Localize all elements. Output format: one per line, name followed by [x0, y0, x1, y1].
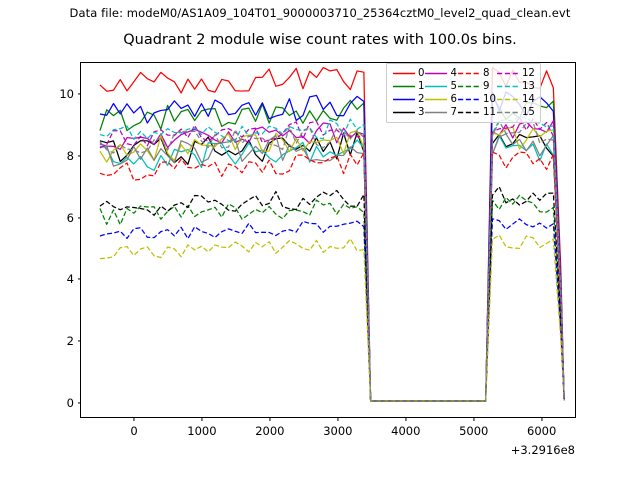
y-tick-label: 8 [66, 148, 74, 163]
legend-color-swatch-13 [496, 80, 522, 93]
y-tick-mark [77, 216, 81, 219]
legend-color-swatch-2 [392, 93, 418, 106]
legend-label-5[interactable]: 5 [450, 81, 457, 92]
legend-row: 1 5 9 13 [392, 80, 535, 93]
legend-color-swatch-6 [424, 93, 450, 106]
legend-label-4[interactable]: 4 [450, 68, 457, 79]
x-tick-label: 4000 [391, 424, 421, 438]
legend-row: 0 4 8 12 [392, 67, 535, 80]
legend-label-9[interactable]: 9 [482, 81, 490, 92]
x-tick-label: 2000 [255, 424, 285, 438]
y-tick-mark [77, 93, 81, 95]
x-tick-label: 1000 [187, 424, 217, 438]
series-line-4 [99, 120, 565, 402]
legend-label-11[interactable]: 11 [482, 107, 496, 118]
x-tick-label: 3000 [323, 424, 353, 438]
legend-label-6[interactable]: 6 [450, 94, 457, 105]
x-axis-offset-text: +3.2916e8 [510, 443, 575, 457]
legend-color-swatch-0 [392, 67, 418, 80]
legend-label-8[interactable]: 8 [482, 68, 490, 79]
y-tick-label: 10 [59, 86, 74, 101]
legend-color-swatch-8 [457, 67, 483, 80]
legend-label-1[interactable]: 1 [418, 81, 425, 92]
legend-label-14[interactable]: 14 [521, 94, 535, 105]
legend-color-swatch-10 [457, 93, 483, 106]
x-tick-mark [201, 417, 203, 421]
legend-label-7[interactable]: 7 [450, 107, 457, 118]
series-line-1 [99, 96, 565, 402]
legend-color-swatch-12 [496, 67, 522, 80]
legend-color-swatch-14 [496, 93, 522, 106]
series-plot-area [99, 66, 565, 402]
legend-color-swatch-7 [424, 106, 450, 119]
x-tick-mark [405, 417, 407, 421]
x-tick-mark [337, 417, 339, 421]
page-title: Quadrant 2 module wise count rates with … [123, 32, 517, 48]
series-line-5 [99, 135, 565, 402]
series-line-9 [99, 194, 565, 402]
legend-label-13[interactable]: 13 [521, 81, 535, 92]
legend-label-3[interactable]: 3 [418, 107, 425, 118]
x-tick-mark [541, 417, 543, 421]
legend-table: 0 4 8 12 1 5 9 13 2 6 10 14 3 7 11 15 [392, 67, 535, 119]
y-tick-mark [77, 340, 81, 342]
y-tick-label: 0 [66, 395, 74, 410]
legend-color-swatch-11 [457, 106, 483, 119]
legend-color-swatch-4 [424, 67, 450, 80]
legend-row: 2 6 10 14 [392, 93, 535, 106]
legend-label-15[interactable]: 15 [521, 107, 535, 118]
series-line-6 [99, 126, 565, 402]
y-tick-mark [77, 155, 81, 157]
legend-label-10[interactable]: 10 [482, 94, 496, 105]
legend-color-swatch-5 [424, 80, 450, 93]
y-tick-label: 2 [66, 334, 74, 349]
x-tick-label: 0 [130, 424, 138, 438]
series-line-3 [99, 131, 565, 402]
series-line-10 [99, 218, 565, 402]
series-line-11 [99, 186, 565, 402]
legend-row: 3 7 11 15 [392, 106, 535, 119]
x-tick-mark [133, 417, 135, 421]
y-tick-mark [77, 402, 81, 404]
x-tick-label: 5000 [459, 424, 489, 438]
y-tick-mark [77, 278, 81, 280]
series-line-14 [99, 234, 565, 402]
series-line-7 [99, 133, 565, 402]
series-legend[interactable]: 0 4 8 12 1 5 9 13 2 6 10 14 3 7 11 15 [386, 63, 541, 123]
legend-color-swatch-3 [392, 106, 418, 119]
legend-color-swatch-15 [496, 106, 522, 119]
y-tick-label: 4 [66, 272, 74, 287]
legend-label-2[interactable]: 2 [418, 94, 425, 105]
x-tick-label: 6000 [527, 424, 557, 438]
data-file-suptitle: Data file: modeM0/AS1A09_104T01_90000037… [69, 6, 571, 20]
y-tick-label: 6 [66, 210, 74, 225]
series-line-15 [99, 120, 565, 402]
series-line-8 [99, 151, 565, 402]
x-tick-mark [269, 417, 271, 421]
x-tick-mark [473, 417, 475, 421]
plot-axes: 0 2 4 6 8 10 0 1000 2000 3000 4000 5000 6000 +3.2916… [59, 62, 576, 457]
legend-label-12[interactable]: 12 [521, 68, 535, 79]
legend-color-swatch-9 [457, 80, 483, 93]
legend-label-0[interactable]: 0 [418, 68, 425, 79]
legend-color-swatch-1 [392, 80, 418, 93]
